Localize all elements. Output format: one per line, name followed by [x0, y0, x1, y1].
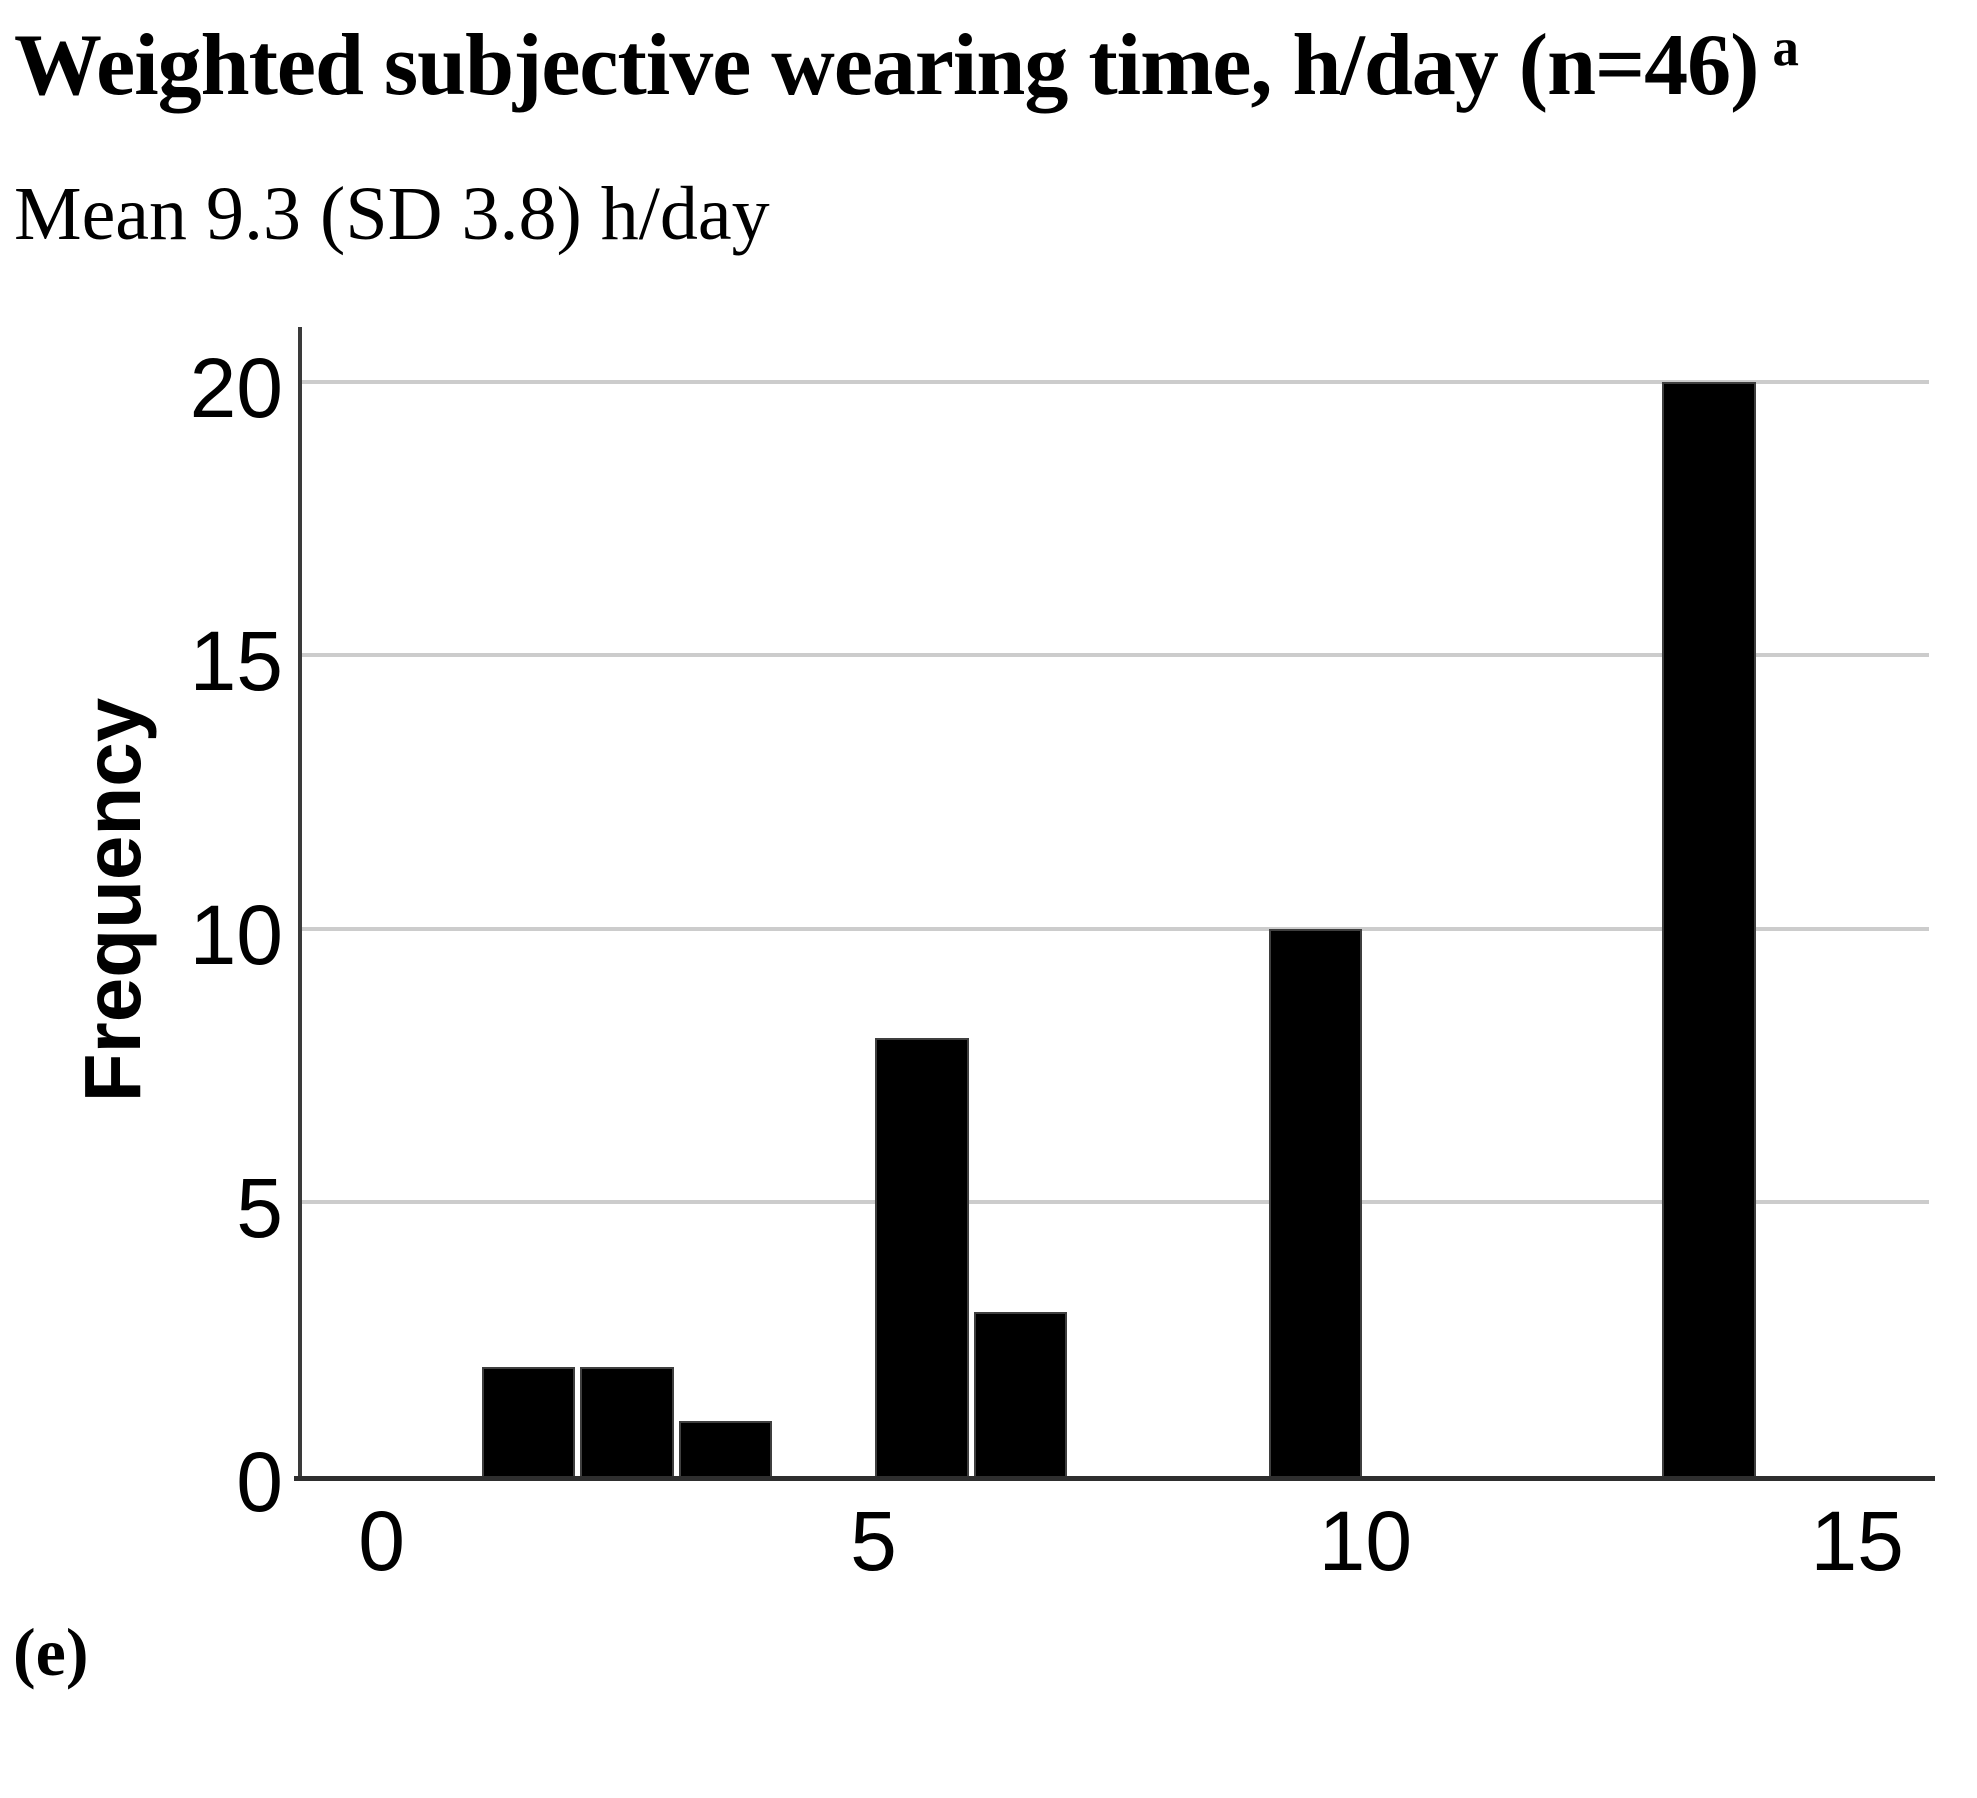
- x-axis-line: [294, 1476, 1935, 1481]
- x-tick-label-10: 10: [1318, 1494, 1413, 1588]
- chart-subtitle: Mean 9.3 (SD 3.8) h/day: [14, 172, 770, 256]
- histogram-bar: [875, 1038, 969, 1476]
- y-tick-label-20: 20: [189, 340, 283, 435]
- y-tick-label-5: 5: [236, 1161, 283, 1256]
- y-tick-label-0: 0: [236, 1435, 283, 1529]
- histogram-bar: [678, 1421, 773, 1476]
- panel-label: (e): [13, 1614, 89, 1690]
- histogram-bar: [482, 1366, 576, 1476]
- histogram-bar: [1268, 928, 1363, 1476]
- y-tick-label-15: 15: [189, 614, 283, 709]
- chart-title-superscript: a: [1772, 19, 1799, 77]
- y-tick-label-10: 10: [189, 887, 283, 982]
- x-tick-label-0: 0: [358, 1494, 405, 1588]
- gridline-y-10: [302, 926, 1929, 931]
- x-tick-label-15: 15: [1810, 1494, 1904, 1588]
- plot-area: [294, 327, 1935, 1481]
- x-tick-label-5: 5: [850, 1494, 897, 1588]
- gridline-y-5: [302, 1200, 1929, 1205]
- histogram-bar: [580, 1366, 674, 1476]
- histogram-bar: [973, 1311, 1068, 1476]
- chart-title: Weighted subjective wearing time, h/day …: [14, 22, 1799, 110]
- histogram-bar: [1662, 381, 1756, 1476]
- chart-title-text: Weighted subjective wearing time, h/day …: [14, 17, 1759, 115]
- gridline-y-15: [302, 653, 1929, 658]
- y-axis-line: [298, 327, 302, 1480]
- gridline-y-20: [302, 379, 1929, 384]
